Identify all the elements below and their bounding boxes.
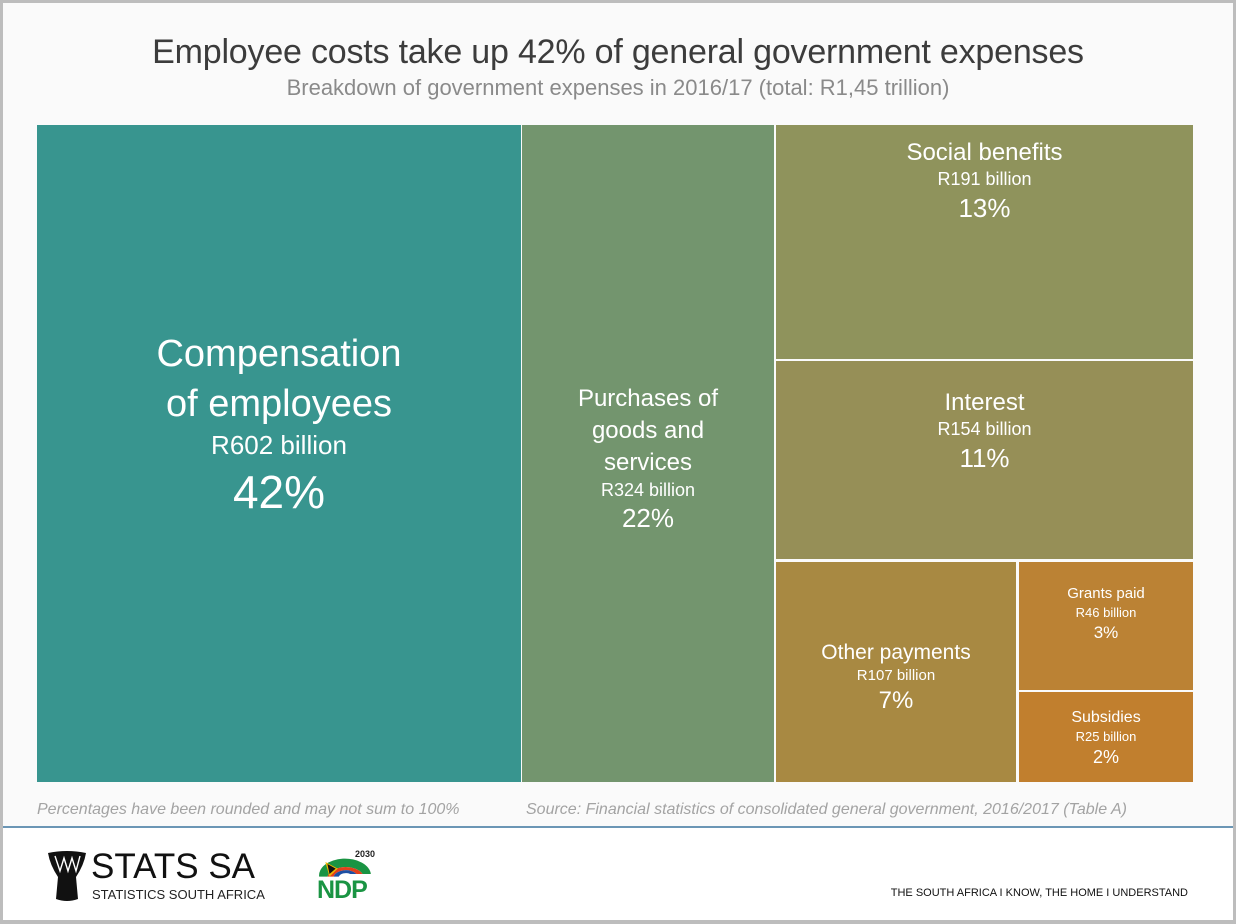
tile-label-line: services (603, 448, 692, 476)
tile-percent: 22% (621, 503, 675, 534)
treemap-tile-subsidies: Subsidies R25 billion 2% (1019, 692, 1193, 782)
tile-value: R602 billion (211, 429, 347, 460)
tile-label-line: goods and (591, 416, 705, 444)
ndp-year: 2030 (354, 849, 375, 859)
ndp-logo: 2030 NDP (315, 849, 375, 905)
tile-label-line: of employees (165, 382, 392, 425)
tile-percent: 13% (958, 192, 1011, 223)
tile-value: R154 billion (937, 419, 1032, 440)
tile-value: R107 billion (856, 666, 936, 684)
treemap-tile-grants-paid: Grants paid R46 billion 3% (1019, 562, 1193, 690)
treemap-tile-social-benefits: Social benefits R191 billion 13% (776, 125, 1193, 359)
stats-sa-wordmark: STATS SA (91, 847, 256, 886)
tile-label-line: Grants paid (1067, 585, 1145, 603)
chart-title: Employee costs take up 42% of general go… (152, 33, 1084, 71)
flag-arc-icon (319, 858, 371, 877)
tagline: THE SOUTH AFRICA I KNOW, THE HOME I UNDE… (890, 887, 1188, 899)
tile-label: Compensation of employees (156, 329, 401, 429)
tile-label: Other payments (821, 640, 970, 666)
treemap-tile-purchases-of-goods-and-services: Purchases of goods and services R324 billio… (522, 125, 774, 782)
tile-value: R191 billion (937, 169, 1032, 190)
tile-percent: 3% (1093, 622, 1119, 642)
treemap-tile-compensation-of-employees: Compensation of employees R602 billion 42% (37, 125, 521, 782)
treemap-tile-other-payments: Other payments R107 billion 7% (776, 562, 1016, 782)
footer-band (3, 826, 1233, 920)
treemap-tile-interest: Interest R154 billion 11% (776, 361, 1193, 559)
tile-label-line: Purchases of (577, 385, 719, 413)
tile-label: Interest (937, 388, 1031, 418)
tile-label-line: Compensation (156, 332, 402, 375)
rounding-note: Percentages have been rounded and may no… (37, 801, 460, 818)
tile-label: Social benefits (906, 138, 1062, 168)
tile-value: R46 billion (1075, 604, 1137, 620)
tile-label-line: Subsidies (1071, 709, 1141, 727)
tile-label: Grants paid (1067, 584, 1145, 604)
stats-sa-subtitle: STATISTICS SOUTH AFRICA (92, 887, 265, 902)
drum-icon (48, 851, 86, 901)
ndp-wordmark: NDP (317, 876, 368, 904)
tile-label-line: Other payments (821, 640, 971, 664)
tile-label: Purchases of goods and services (578, 383, 718, 479)
tile-label-line: Interest (944, 389, 1025, 417)
tile-value: R324 billion (600, 479, 696, 500)
tile-percent: 11% (959, 442, 1010, 473)
tile-label-line: Social benefits (906, 139, 1063, 167)
tile-percent: 42% (232, 465, 326, 518)
source-note: Source: Financial statistics of consolid… (526, 801, 1127, 818)
tile-percent: 7% (878, 687, 914, 715)
stats-sa-logo: STATS SA STATISTICS SOUTH AFRICA (46, 849, 265, 903)
tile-value: R25 billion (1075, 729, 1137, 745)
tile-label: Subsidies (1071, 708, 1140, 729)
tile-percent: 2% (1092, 747, 1119, 768)
infographic: Employee costs take up 42% of general go… (3, 3, 1233, 920)
chart-subtitle: Breakdown of government expenses in 2016… (286, 75, 950, 100)
